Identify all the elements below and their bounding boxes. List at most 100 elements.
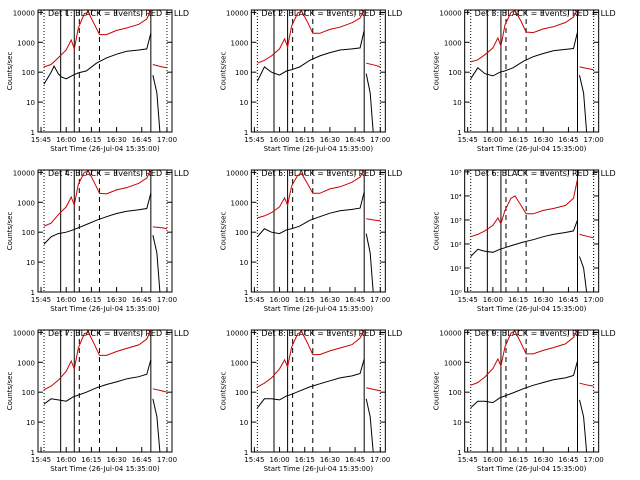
panel-det-8: Det 8: BLACK = Events, RED = LLD 1 10 100 10… xyxy=(219,329,402,473)
y-axis-label: Counts/sec xyxy=(6,52,14,91)
y-tick-label: 10³ xyxy=(450,217,462,225)
x-tick-label: 17:00 xyxy=(157,456,177,464)
x-axis-label: Start Time (26-Jul-04 15:35:00) xyxy=(264,145,374,153)
x-tick-label: 17:00 xyxy=(157,136,177,144)
y-tick-label: 100 xyxy=(448,389,461,397)
series-lld-line xyxy=(152,226,168,230)
series-events-line xyxy=(470,219,578,257)
panel-title: Det 9: BLACK = Events, RED = LLD xyxy=(475,329,616,338)
panel-det-2: Det 2: BLACK = Events, RED = LLD 1 10 100 10… xyxy=(219,9,402,153)
series-events-line xyxy=(152,74,161,133)
y-tick-label: 10000 xyxy=(13,329,35,337)
y-tick-label: 1 xyxy=(31,449,35,457)
y-tick-label: 100 xyxy=(22,69,35,77)
x-tick-label: 16:15 xyxy=(295,136,315,144)
x-tick-label: 16:30 xyxy=(533,296,553,304)
panel-title: Det 4: BLACK = Events, RED = LLD xyxy=(48,169,189,178)
y-tick-label: 10 xyxy=(453,419,462,427)
series-events-line xyxy=(470,31,578,80)
x-tick-label: 16:00 xyxy=(56,136,76,144)
y-tick-label: 1 xyxy=(457,129,461,137)
plot-frame xyxy=(37,169,173,293)
series-lld-line xyxy=(257,9,365,64)
y-tick-label: 1 xyxy=(31,289,35,297)
x-tick-label: 17:00 xyxy=(370,456,390,464)
y-tick-label: 10 xyxy=(26,259,35,267)
y-tick-label: 10² xyxy=(450,241,462,249)
x-axis-label: Start Time (26-Jul-04 15:35:00) xyxy=(477,145,587,153)
series-events-line xyxy=(257,191,365,238)
y-tick-label: 10⁵ xyxy=(450,169,462,177)
x-axis-label: Start Time (26-Jul-04 15:35:00) xyxy=(264,305,374,313)
y-tick-label: 10 xyxy=(239,419,248,427)
plot-frame xyxy=(250,329,386,453)
x-tick-label: 16:45 xyxy=(558,296,578,304)
series-events-line xyxy=(43,359,152,405)
plot-frame xyxy=(37,9,173,133)
y-tick-label: 1 xyxy=(31,129,35,137)
x-tick-label: 16:45 xyxy=(345,456,365,464)
x-tick-label: 15:45 xyxy=(458,296,478,304)
x-tick-label: 16:15 xyxy=(508,456,528,464)
series-lld-line xyxy=(257,329,365,388)
plot-frame xyxy=(37,329,173,453)
x-tick-label: 16:00 xyxy=(269,296,289,304)
series-lld-line xyxy=(152,64,168,69)
x-axis-label: Start Time (26-Jul-04 15:35:00) xyxy=(50,305,160,313)
y-tick-label: 10000 xyxy=(226,169,248,177)
x-tick-label: 16:15 xyxy=(295,456,315,464)
y-axis-label: Counts/sec xyxy=(219,52,227,91)
x-axis-label: Start Time (26-Jul-04 15:35:00) xyxy=(477,305,587,313)
series-events-line xyxy=(579,399,588,453)
series-lld-line xyxy=(470,178,578,238)
panel-det-1: Det 1: BLACK = Events, RED = LLD 1 10 100 10… xyxy=(6,9,189,153)
x-tick-label: 16:30 xyxy=(320,296,340,304)
x-tick-label: 15:45 xyxy=(244,136,264,144)
series-events-line xyxy=(365,233,374,293)
x-tick-label: 16:45 xyxy=(558,456,578,464)
x-tick-label: 16:00 xyxy=(483,456,503,464)
x-tick-label: 16:30 xyxy=(320,136,340,144)
panel-title: Det 6: BLACK = Events, RED = LLD xyxy=(475,169,616,178)
x-tick-label: 16:30 xyxy=(106,296,126,304)
series-lld-line xyxy=(366,218,381,222)
y-tick-label: 10 xyxy=(26,419,35,427)
panel-title: Det 5: BLACK = Events, RED = LLD xyxy=(261,169,402,178)
series-lld-line xyxy=(257,169,365,219)
x-tick-label: 17:00 xyxy=(584,456,604,464)
series-events-line xyxy=(152,234,161,293)
series-lld-line xyxy=(579,66,594,71)
y-tick-label: 1 xyxy=(244,129,248,137)
y-axis-label: Counts/sec xyxy=(6,212,14,251)
y-tick-label: 1 xyxy=(244,289,248,297)
y-tick-label: 1000 xyxy=(17,359,35,367)
y-tick-label: 1000 xyxy=(231,199,249,207)
x-tick-label: 15:45 xyxy=(458,456,478,464)
series-lld-line xyxy=(43,169,152,227)
x-tick-label: 16:45 xyxy=(558,136,578,144)
y-axis-label: Counts/sec xyxy=(433,212,441,251)
x-tick-label: 17:00 xyxy=(584,136,604,144)
x-tick-label: 17:00 xyxy=(370,296,390,304)
y-tick-label: 10⁴ xyxy=(450,193,462,201)
x-tick-label: 16:00 xyxy=(269,136,289,144)
series-events-line xyxy=(257,358,365,409)
x-axis-label: Start Time (26-Jul-04 15:35:00) xyxy=(50,145,160,153)
y-axis-label: Counts/sec xyxy=(219,372,227,411)
series-lld-line xyxy=(366,62,381,68)
x-tick-label: 16:30 xyxy=(106,456,126,464)
x-axis-label: Start Time (26-Jul-04 15:35:00) xyxy=(264,465,374,473)
x-tick-label: 16:45 xyxy=(132,296,152,304)
panel-title: Det 7: BLACK = Events, RED = LLD xyxy=(48,329,189,338)
x-tick-label: 16:30 xyxy=(533,456,553,464)
y-tick-label: 10¹ xyxy=(450,265,462,273)
x-tick-label: 16:00 xyxy=(56,296,76,304)
plot-frame xyxy=(250,9,386,133)
x-tick-label: 15:45 xyxy=(31,296,51,304)
y-tick-label: 10000 xyxy=(439,9,461,17)
x-tick-label: 15:45 xyxy=(31,456,51,464)
series-events-line xyxy=(579,256,588,293)
x-tick-label: 16:15 xyxy=(508,296,528,304)
panel-title: Det 2: BLACK = Events, RED = LLD xyxy=(261,9,402,18)
y-tick-label: 10 xyxy=(453,99,462,107)
